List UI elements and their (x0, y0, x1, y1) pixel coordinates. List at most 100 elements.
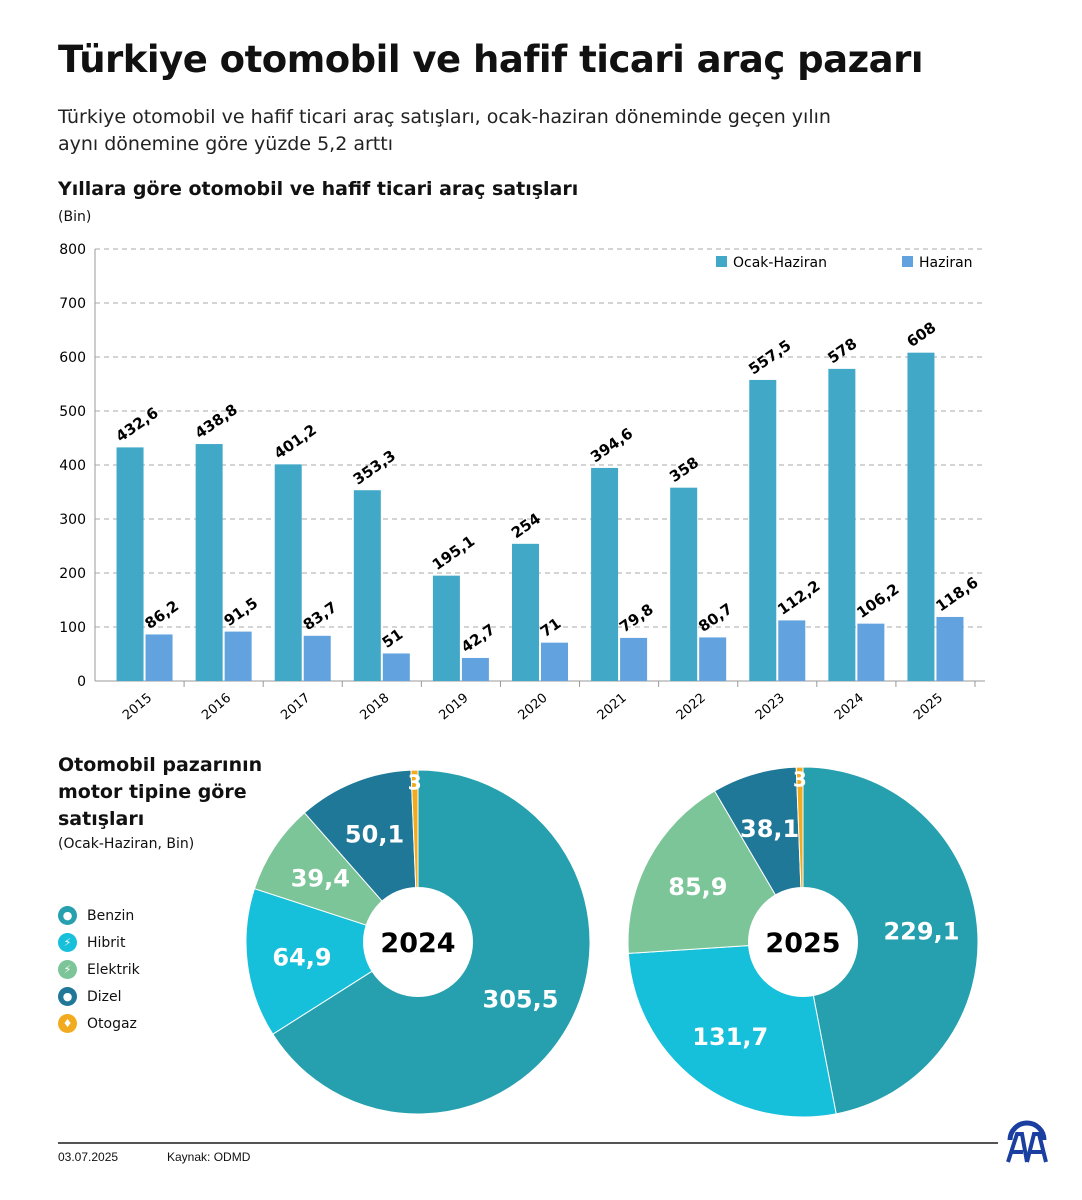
bar-haziran (857, 623, 885, 681)
pie-charts: 305,5 64,9 39,4 50,1 3 2024 229,1 131,7 85,9 38,1… (245, 766, 979, 1118)
data-label: 112,2 (774, 577, 823, 619)
aa-logo (1006, 1120, 1048, 1163)
bar-haziran (936, 616, 964, 681)
x-tick-label: 2024 (832, 691, 867, 724)
slice-label: 3 (408, 770, 422, 794)
data-label: 79,8 (616, 600, 657, 636)
legend-item: ⚡ Elektrik (58, 956, 140, 983)
legend-label: Elektrik (87, 961, 140, 978)
bar-haziran (461, 657, 489, 681)
x-tick-label: 2020 (516, 691, 551, 724)
bar-ocak-haziran (274, 464, 302, 681)
legend-label: Dizel (87, 988, 122, 1005)
pie-chart-title: Otomobil pazarının motor tipine göre sat… (58, 754, 263, 830)
pie-year-label: 2025 (765, 928, 840, 959)
pie-slice-benzin (802, 766, 979, 1115)
slice-label: 85,9 (668, 873, 727, 901)
pie-slice-hibrit (245, 888, 420, 1035)
legend-label: Hibrit (87, 934, 126, 951)
bar-haziran (224, 631, 252, 681)
slice-label: 64,9 (272, 944, 331, 972)
bar-haziran (145, 634, 173, 681)
data-label: 401,2 (271, 421, 320, 463)
footer-source: Kaynak: ODMD (167, 1150, 251, 1164)
data-label: 358 (666, 453, 702, 486)
x-tick-label: 2023 (753, 691, 788, 724)
data-label: 106,2 (853, 580, 902, 622)
slice-label: 39,4 (291, 865, 350, 893)
y-tick-label: 400 (59, 458, 86, 474)
y-tick-label: 0 (77, 674, 86, 690)
data-label: 353,3 (350, 447, 399, 489)
y-tick-label: 500 (59, 404, 86, 420)
legend-label: Benzin (87, 907, 135, 924)
pie-chart-subtitle: (Ocak-Haziran, Bin) (58, 836, 195, 852)
hybrid-icon: ⚡ (58, 933, 77, 952)
data-label: 394,6 (587, 424, 636, 466)
bar-ocak-haziran (907, 352, 935, 681)
footer-divider (58, 1142, 998, 1144)
x-tick-label: 2025 (911, 691, 946, 724)
bar-ocak-haziran (195, 444, 223, 681)
data-label: 71 (537, 614, 564, 641)
data-label: 438,8 (192, 400, 241, 442)
slice-label: 38,1 (740, 815, 799, 843)
y-tick-label: 300 (59, 512, 86, 528)
y-tick-label: 100 (59, 620, 86, 636)
slice-label: 305,5 (483, 985, 559, 1013)
page-title: Türkiye otomobil ve hafif ticari araç pa… (58, 38, 924, 81)
data-label: 432,6 (113, 404, 162, 446)
slice-label: 229,1 (883, 918, 959, 946)
bar-ocak-haziran (828, 368, 856, 681)
bar-haziran (541, 642, 568, 681)
data-label: 557,5 (745, 336, 794, 378)
bar-ocak-haziran (116, 447, 144, 681)
data-label: 51 (379, 625, 406, 652)
bar-ocak-haziran (670, 487, 698, 681)
x-tick-label: 2018 (357, 691, 392, 724)
data-label: 42,7 (458, 620, 499, 656)
pie-legend: ● Benzin ⚡ Hibrit ⚡ Elektrik ● Dizel ♦ Otogaz (58, 902, 140, 1037)
legend-label: Ocak-Haziran (733, 255, 827, 271)
lightning-icon: ⚡ (58, 960, 77, 979)
bar-ocak-haziran (591, 467, 619, 681)
x-tick-label: 2021 (595, 691, 630, 724)
legend-label: Otogaz (87, 1015, 137, 1032)
y-tick-label: 600 (59, 350, 86, 366)
data-label: 254 (508, 509, 544, 542)
legend-swatch (716, 256, 727, 267)
x-tick-label: 2015 (120, 691, 155, 724)
legend-item: ♦ Otogaz (58, 1010, 140, 1037)
pie-year-label: 2024 (380, 928, 455, 959)
data-label: 91,5 (221, 594, 262, 630)
data-label: 83,7 (300, 598, 341, 634)
bar-haziran (778, 620, 806, 681)
data-label: 608 (903, 318, 939, 351)
legend-swatch (902, 256, 913, 267)
bar-haziran (382, 653, 410, 681)
legend-item: ⚡ Hibrit (58, 929, 140, 956)
bar-ocak-haziran (749, 379, 777, 681)
x-tick-label: 2017 (278, 691, 313, 724)
y-tick-label: 200 (59, 566, 86, 582)
bar-ocak-haziran (512, 543, 539, 681)
bar-chart-title: Yıllara göre otomobil ve hafif ticari ar… (58, 178, 579, 200)
legend-item: ● Benzin (58, 902, 140, 929)
bar-chart-unit: (Bin) (58, 209, 92, 225)
bar-ocak-haziran (353, 490, 381, 681)
x-tick-label: 2022 (674, 691, 709, 724)
y-tick-label: 800 (59, 242, 86, 258)
drop-icon: ● (58, 906, 77, 925)
x-tick-label: 2019 (436, 691, 471, 724)
x-tick-label: 2016 (199, 691, 234, 724)
data-label: 578 (824, 334, 860, 367)
subtitle: Türkiye otomobil ve hafif ticari araç sa… (58, 106, 831, 155)
y-tick-label: 700 (59, 296, 86, 312)
bar-ocak-haziran (432, 575, 460, 681)
flame-icon: ♦ (58, 1014, 77, 1033)
bar-haziran (699, 637, 727, 681)
slice-label: 50,1 (345, 820, 404, 848)
bar-haziran (303, 635, 331, 681)
donut-hole (363, 887, 473, 997)
